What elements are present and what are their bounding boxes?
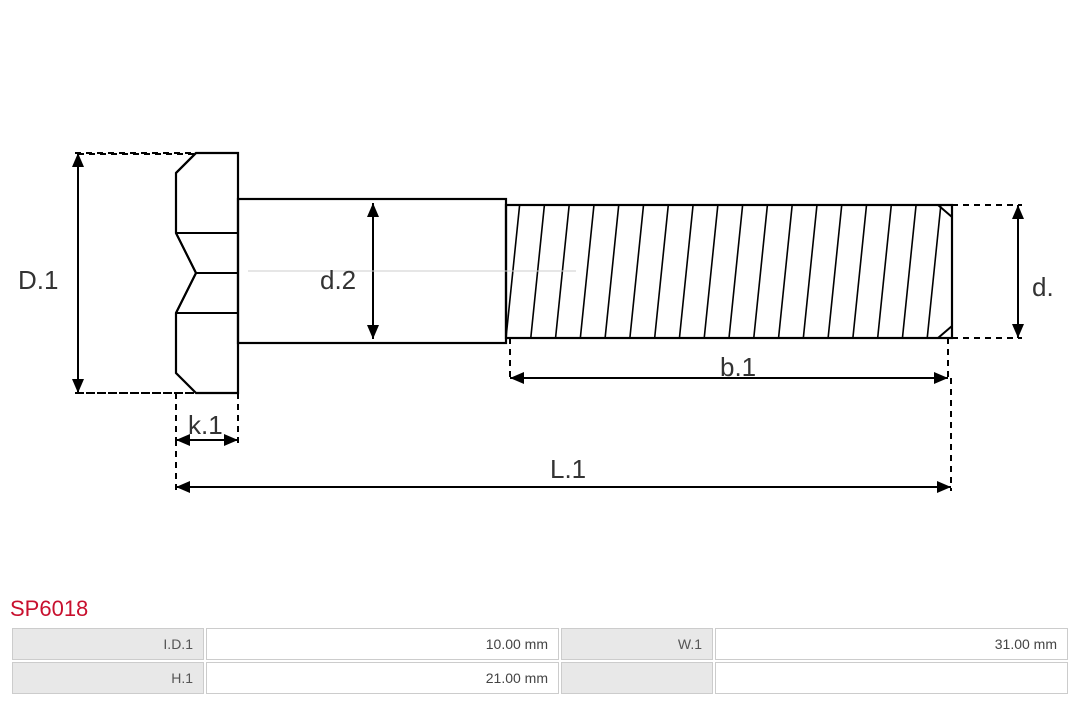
table-value: 31.00 mm — [715, 628, 1068, 660]
dim-b1: b.1 — [720, 352, 756, 383]
table-label: H.1 — [12, 662, 204, 694]
table-label — [561, 662, 713, 694]
dim-d2: d.2 — [320, 265, 356, 296]
table-label: W.1 — [561, 628, 713, 660]
dim-k1: k.1 — [188, 410, 223, 441]
table-label: I.D.1 — [12, 628, 204, 660]
dim-L1: L.1 — [550, 454, 586, 485]
part-id: SP6018 — [10, 596, 88, 622]
table-value: 21.00 mm — [206, 662, 559, 694]
table-value — [715, 662, 1068, 694]
dim-D1: D.1 — [18, 265, 58, 296]
bolt-diagram: D.1 d.2 d. b.1 k.1 L.1 — [0, 0, 1080, 560]
dim-d: d. — [1032, 272, 1054, 303]
spec-table: I.D.1 10.00 mm W.1 31.00 mm H.1 21.00 mm — [10, 626, 1070, 696]
table-value: 10.00 mm — [206, 628, 559, 660]
